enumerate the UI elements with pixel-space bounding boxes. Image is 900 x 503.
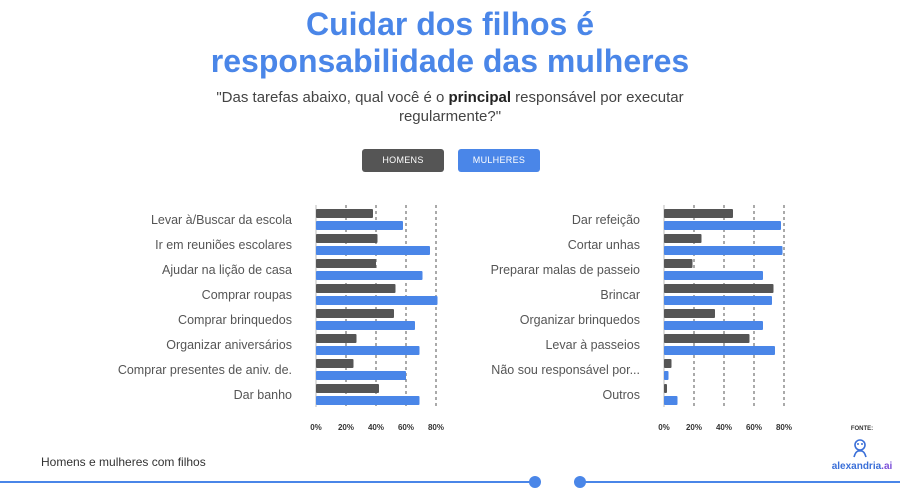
bar-2-homens-7 — [664, 384, 667, 393]
x-tick-label-1-3: 60% — [398, 423, 414, 432]
x-tick-label-2-4: 80% — [776, 423, 792, 432]
bar-2-mulheres-6 — [664, 371, 669, 380]
bar-1-mulheres-2 — [316, 271, 423, 280]
x-tick-label-2-1: 20% — [686, 423, 702, 432]
bar-2-mulheres-2 — [664, 271, 763, 280]
bar-2-mulheres-0 — [664, 221, 781, 230]
source-label: FONTE: — [850, 426, 874, 432]
category-label-2-7: Outros — [602, 388, 640, 402]
bar-2-mulheres-7 — [664, 396, 678, 405]
bar-1-mulheres-4 — [316, 321, 415, 330]
subtitle-text-end: responsável por executar regularmente?" — [398, 89, 684, 125]
bar-1-mulheres-7 — [316, 396, 420, 405]
legend-women-button[interactable]: MULHERES — [458, 149, 540, 172]
category-label-2-6: Não sou responsável por... — [491, 363, 640, 377]
bar-2-homens-1 — [664, 234, 702, 243]
bar-1-mulheres-0 — [316, 221, 403, 230]
category-label-1-3: Comprar roupas — [202, 288, 292, 302]
bar-2-mulheres-3 — [664, 296, 772, 305]
category-label-2-4: Organizar brinquedos — [520, 313, 640, 327]
timeline-dot-right — [574, 476, 586, 488]
bar-1-mulheres-5 — [316, 346, 420, 355]
category-label-2-5: Levar à passeios — [545, 338, 640, 352]
x-tick-label-2-2: 40% — [716, 423, 732, 432]
chart-title-line-1: Cuidar dos filhos é — [305, 6, 595, 42]
bar-1-homens-7 — [316, 384, 379, 393]
x-tick-label-1-0: 0% — [310, 423, 322, 432]
bar-2-homens-6 — [664, 359, 672, 368]
bar-2-homens-4 — [664, 309, 715, 318]
bar-2-homens-5 — [664, 334, 750, 343]
chart-subtitle: "Das tarefas abaixo, qual você é o princ… — [180, 88, 720, 126]
chart-title-line-2: responsabilidade das mulheres — [210, 43, 690, 79]
category-label-1-6: Comprar presentes de aniv. de. — [118, 363, 292, 377]
alexandria-logo-icon — [853, 439, 867, 458]
logo-text-suffix: .ai — [881, 461, 893, 472]
bar-2-homens-3 — [664, 284, 774, 293]
category-label-2-1: Cortar unhas — [568, 238, 640, 252]
bar-2-mulheres-5 — [664, 346, 775, 355]
bar-1-homens-0 — [316, 209, 373, 218]
bar-1-homens-1 — [316, 234, 378, 243]
bar-2-mulheres-4 — [664, 321, 763, 330]
category-label-1-7: Dar banho — [234, 388, 292, 402]
x-tick-label-1-2: 40% — [368, 423, 384, 432]
bar-2-mulheres-1 — [664, 246, 783, 255]
bar-2-homens-2 — [664, 259, 693, 268]
category-label-2-2: Preparar malas de passeio — [491, 263, 640, 277]
category-label-1-2: Ajudar na lição de casa — [162, 263, 292, 277]
x-tick-label-1-4: 80% — [428, 423, 444, 432]
bar-1-homens-2 — [316, 259, 376, 268]
category-label-1-4: Comprar brinquedos — [178, 313, 292, 327]
bar-1-mulheres-1 — [316, 246, 430, 255]
legend-men-button[interactable]: HOMENS — [362, 149, 444, 172]
bar-1-homens-4 — [316, 309, 394, 318]
footer-population-note: Homens e mulheres com filhos — [41, 455, 206, 469]
category-label-2-0: Dar refeição — [572, 213, 640, 227]
bar-1-mulheres-3 — [316, 296, 438, 305]
category-label-1-0: Levar à/Buscar da escola — [151, 213, 292, 227]
subtitle-text-bold: principal — [448, 89, 512, 106]
x-tick-label-2-0: 0% — [658, 423, 670, 432]
category-label-1-5: Organizar aniversários — [166, 338, 292, 352]
alexandria-logo-text: alexandria.ai — [828, 461, 896, 472]
subtitle-text-start: "Das tarefas abaixo, qual você é o — [216, 89, 449, 106]
x-tick-label-1-1: 20% — [338, 423, 354, 432]
category-label-1-1: Ir em reuniões escolares — [155, 238, 292, 252]
bar-1-homens-5 — [316, 334, 357, 343]
bar-1-homens-6 — [316, 359, 354, 368]
bar-1-mulheres-6 — [316, 371, 406, 380]
x-tick-label-2-3: 60% — [746, 423, 762, 432]
category-label-2-3: Brincar — [600, 288, 640, 302]
timeline-dot-left — [529, 476, 541, 488]
bar-2-homens-0 — [664, 209, 733, 218]
bar-1-homens-3 — [316, 284, 396, 293]
logo-text-main: alexandria — [831, 461, 882, 472]
